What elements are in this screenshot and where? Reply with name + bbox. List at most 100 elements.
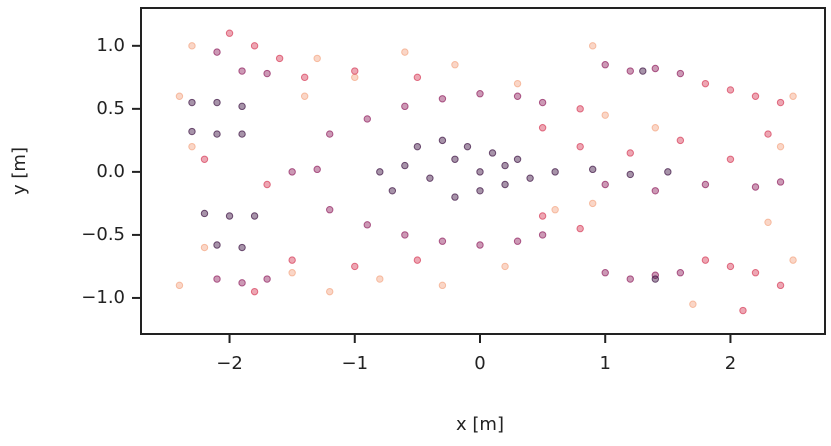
point [300,92,309,100]
point [288,256,296,264]
point [639,67,647,75]
point [213,275,221,283]
point [250,212,259,220]
y-tick-label: 0.0 [96,161,125,182]
point [351,73,359,82]
point [476,168,484,176]
point [551,206,559,214]
point [451,193,459,201]
y-axis-label: y [m] [9,147,30,195]
point [676,69,685,78]
point [200,243,209,252]
point [401,48,409,56]
point [188,98,196,107]
point [776,142,785,151]
point [513,79,522,88]
point [626,170,634,179]
point [188,42,196,50]
point [751,183,760,191]
point [676,136,685,145]
point [651,275,660,283]
point [476,90,484,98]
point [651,124,660,132]
point [476,241,484,249]
point [701,256,710,264]
point [313,54,321,63]
point [238,279,246,287]
point [213,48,221,56]
point [589,42,597,50]
point [739,306,747,315]
x-tick-label: 2 [725,353,736,374]
point [463,142,472,151]
point [413,73,422,82]
point [401,231,409,239]
point [513,237,522,245]
point [601,61,609,69]
point [238,130,246,138]
point [764,218,772,227]
point [263,69,271,78]
point [576,224,584,233]
point [513,155,522,163]
point [263,275,271,283]
point [726,262,735,271]
point [263,180,271,189]
point [776,281,785,290]
point [726,155,735,163]
point [651,64,660,73]
point [225,212,234,220]
point [438,95,447,103]
point [776,178,785,186]
point [789,92,797,100]
point [701,79,710,88]
point [225,29,234,37]
point [538,124,547,132]
point [250,287,259,296]
point [764,130,772,138]
point [664,168,672,176]
y-tick-label: −1.0 [81,287,125,308]
point [326,206,334,214]
point [701,180,710,189]
point [651,187,660,195]
point [288,168,296,176]
point [626,275,634,283]
point [200,155,209,163]
point [501,180,509,189]
point [776,98,785,107]
point [288,269,296,277]
point [175,281,184,290]
point [538,212,547,220]
point [388,187,397,195]
x-tick-label: −1 [341,353,368,374]
point [451,155,459,163]
point [576,142,584,151]
point [438,281,447,290]
point [601,269,609,277]
y-tick-label: 1.0 [96,35,125,56]
point [413,142,422,151]
point [213,130,221,138]
point [438,237,447,245]
point [651,271,660,279]
point [501,161,509,170]
point [451,61,459,69]
point [626,149,634,157]
point [188,142,196,151]
point [413,256,422,264]
x-tick-label: 0 [474,353,485,374]
point [589,199,597,208]
point [601,111,609,119]
x-axis-label: x [m] [456,414,504,435]
point [401,102,409,111]
point [363,221,371,229]
point [376,168,384,176]
point [751,269,760,277]
point [751,92,760,100]
point [476,187,484,195]
point [376,275,384,283]
point [213,241,221,249]
point [676,269,685,277]
